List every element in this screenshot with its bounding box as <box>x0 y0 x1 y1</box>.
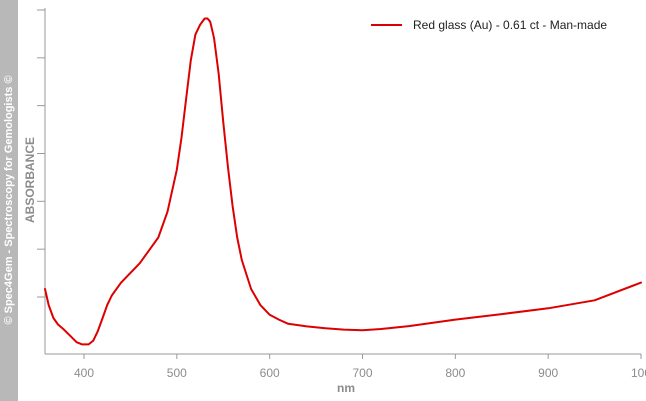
x-tick-label: 900 <box>538 366 558 380</box>
x-tick-label: 600 <box>260 366 280 380</box>
legend: Red glass (Au) - 0.61 ct - Man-made <box>371 18 607 32</box>
x-tick-label: 700 <box>352 366 372 380</box>
x-tick-label: 400 <box>74 366 94 380</box>
axes <box>44 8 641 355</box>
x-tick-label: 100 <box>631 366 646 380</box>
y-axis-label: ABSORBANCE <box>23 137 37 223</box>
x-tick-label: 500 <box>167 366 187 380</box>
x-tick-label: 800 <box>445 366 465 380</box>
legend-label: Red glass (Au) - 0.61 ct - Man-made <box>413 18 607 32</box>
x-axis-label: nm <box>337 381 355 395</box>
series-layer <box>44 17 642 346</box>
watermark-sidebar: © Spec4Gem - Spectroscopy for Gemologist… <box>0 0 18 401</box>
ticks: 400 500 600 700 800 900 100 <box>37 9 646 380</box>
absorbance-series-line <box>44 17 642 346</box>
